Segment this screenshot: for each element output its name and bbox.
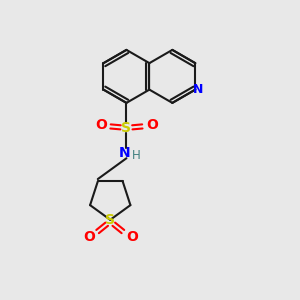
Text: O: O bbox=[126, 230, 138, 244]
Text: O: O bbox=[95, 118, 107, 132]
Text: N: N bbox=[193, 83, 203, 96]
Text: S: S bbox=[105, 213, 115, 227]
Text: S: S bbox=[122, 121, 131, 135]
Text: O: O bbox=[146, 118, 158, 132]
Text: N: N bbox=[118, 146, 130, 160]
Text: H: H bbox=[131, 149, 140, 162]
Text: O: O bbox=[83, 230, 95, 244]
